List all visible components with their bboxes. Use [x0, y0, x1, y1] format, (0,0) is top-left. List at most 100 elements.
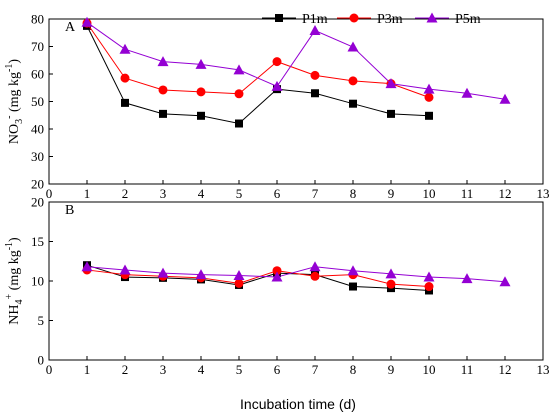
data-point	[385, 78, 397, 89]
data-point	[461, 87, 473, 98]
x-tick-label: 5	[236, 362, 243, 377]
data-point	[347, 265, 359, 276]
y-axis-label: NO3- (mg kg-1)	[4, 59, 25, 144]
data-point	[499, 276, 511, 287]
x-tick-label: 13	[537, 186, 550, 201]
panel-label: B	[65, 203, 74, 218]
series-line	[86, 264, 430, 291]
data-point	[349, 99, 357, 108]
y-axis-label: NH4+ (mg kg-1)	[4, 237, 25, 325]
data-point	[234, 278, 244, 288]
x-tick-label: 12	[499, 362, 512, 377]
x-tick-label: 9	[388, 186, 395, 201]
data-point	[423, 83, 435, 94]
data-point	[347, 41, 359, 52]
data-point	[424, 282, 434, 292]
x-tick-label: 3	[160, 362, 167, 377]
data-point	[349, 282, 357, 291]
series-p1m	[83, 21, 433, 128]
x-tick-label: 2	[122, 362, 129, 377]
x-tick-label: 8	[350, 186, 357, 201]
series-line	[86, 266, 506, 283]
legend-label: P5m	[455, 12, 481, 27]
x-tick-label: 6	[274, 362, 281, 377]
data-point	[272, 57, 282, 67]
data-point	[157, 267, 169, 278]
data-point	[233, 64, 245, 75]
y-tick-label: 30	[31, 149, 44, 164]
y-tick-label: 50	[31, 94, 44, 109]
x-tick-label: 2	[122, 186, 129, 201]
legend-label: P1m	[302, 12, 328, 27]
x-axis-label: Incubation time (d)	[240, 396, 356, 412]
series-p1m	[83, 261, 433, 295]
data-point	[386, 279, 396, 289]
y-tick-label: 20	[31, 195, 44, 210]
data-point	[233, 269, 245, 280]
data-point	[234, 89, 244, 99]
x-tick-label: 9	[388, 362, 395, 377]
data-point	[159, 109, 167, 118]
series-p5m	[81, 261, 511, 287]
x-tick-label: 1	[84, 186, 91, 201]
y-tick-label: 0	[38, 353, 45, 368]
series-p3m	[82, 18, 434, 102]
y-tick-label: 60	[31, 67, 44, 82]
data-point	[197, 111, 205, 120]
data-point	[310, 70, 320, 80]
y-tick-label: 5	[38, 313, 45, 328]
data-point	[424, 92, 434, 102]
data-point	[309, 25, 321, 36]
x-tick-label: 12	[499, 186, 512, 201]
y-tick-label: 10	[31, 274, 44, 289]
data-point	[195, 269, 207, 280]
data-point	[119, 264, 131, 275]
legend-label: P3m	[377, 12, 403, 27]
x-tick-label: 8	[350, 362, 357, 377]
data-point	[272, 266, 282, 276]
legend: P1m P3m P5m	[262, 12, 481, 27]
data-point	[385, 268, 397, 279]
data-point	[348, 76, 358, 86]
x-tick-label: 0	[46, 362, 53, 377]
data-point	[425, 111, 433, 120]
y-tick-label: 15	[31, 234, 44, 249]
x-tick-label: 1	[84, 362, 91, 377]
y-tick-label: 20	[31, 177, 44, 192]
x-tick-label: 6	[274, 186, 281, 201]
series-line	[86, 22, 430, 98]
data-point	[271, 271, 283, 282]
x-tick-label: 11	[461, 186, 474, 201]
data-point	[423, 271, 435, 282]
data-point	[195, 58, 207, 69]
series-p5m	[81, 16, 511, 104]
x-tick-label: 3	[160, 186, 167, 201]
x-tick-label: 4	[198, 186, 205, 201]
data-point	[461, 273, 473, 284]
data-point	[271, 80, 283, 91]
x-tick-label: 0	[46, 186, 53, 201]
x-tick-label: 10	[423, 186, 436, 201]
x-tick-label: 13	[537, 362, 550, 377]
data-point	[196, 87, 206, 97]
x-tick-label: 11	[461, 362, 474, 377]
data-point	[121, 98, 129, 107]
data-point	[158, 85, 168, 95]
legend-marker	[426, 12, 438, 23]
data-point	[311, 89, 319, 98]
y-tick-label: 80	[31, 12, 44, 27]
legend-marker	[275, 14, 283, 22]
data-point	[310, 271, 320, 281]
panel-label: A	[65, 20, 76, 35]
y-tick-label: 70	[31, 39, 44, 54]
x-tick-label: 5	[236, 186, 243, 201]
x-tick-label: 7	[312, 362, 319, 377]
data-point	[309, 261, 321, 272]
x-tick-label: 4	[198, 362, 205, 377]
data-point	[235, 119, 243, 128]
series-line	[86, 269, 430, 288]
